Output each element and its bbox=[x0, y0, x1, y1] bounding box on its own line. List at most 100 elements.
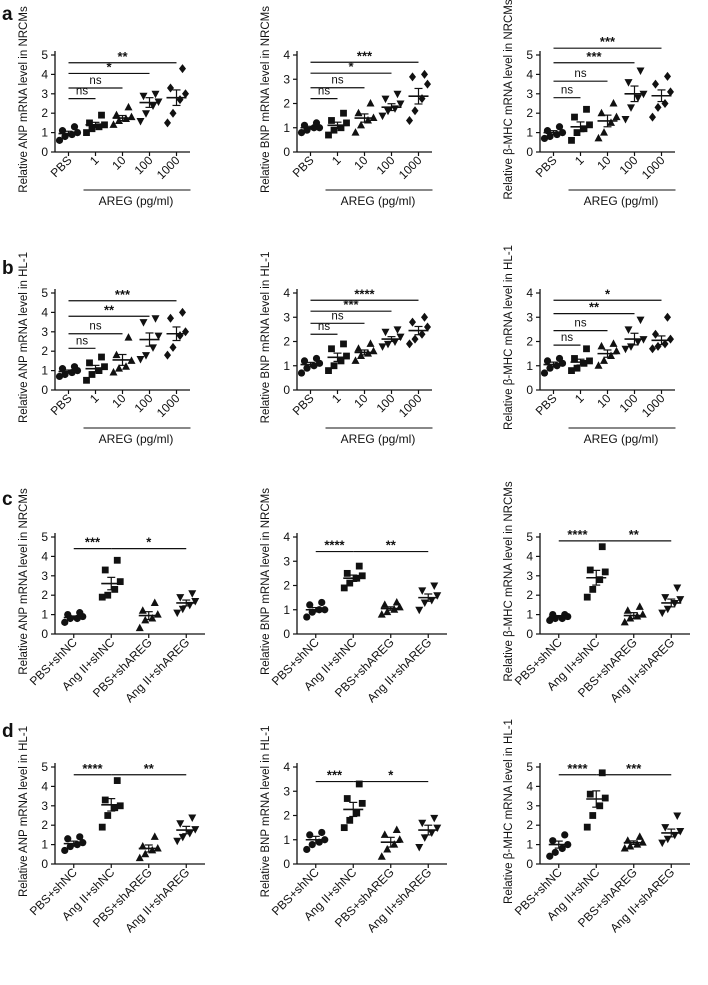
x-tick-label: 10 bbox=[109, 153, 129, 173]
data-point bbox=[330, 126, 338, 134]
data-point bbox=[179, 307, 186, 317]
panel-label-d: d bbox=[2, 721, 14, 742]
data-point bbox=[135, 623, 144, 632]
data-point bbox=[393, 326, 402, 334]
data-point bbox=[164, 118, 171, 128]
data-point bbox=[325, 367, 332, 374]
y-tick-label: 0 bbox=[41, 857, 48, 871]
data-point bbox=[70, 363, 79, 371]
significance-label: ns bbox=[76, 335, 88, 347]
data-point bbox=[149, 344, 157, 352]
y-tick-label: 0 bbox=[41, 145, 48, 159]
data-point bbox=[661, 594, 670, 602]
data-point bbox=[111, 804, 119, 812]
data-point bbox=[176, 594, 185, 602]
significance-label: *** bbox=[586, 49, 602, 64]
data-point bbox=[620, 617, 629, 626]
x-tick-label: 100 bbox=[132, 391, 156, 415]
chart-2: 0 1 2 3 4 5 Relative β-MHC mRNA level in NRCMs… bbox=[503, 0, 676, 208]
data-point bbox=[594, 133, 603, 142]
data-point bbox=[540, 134, 549, 143]
significance-label: ** bbox=[104, 302, 115, 317]
data-point bbox=[658, 609, 667, 618]
data-point bbox=[624, 79, 633, 87]
x-tick-label: Ang II+shAREG bbox=[607, 635, 677, 705]
data-point bbox=[150, 598, 159, 606]
data-point bbox=[598, 543, 606, 551]
data-point bbox=[383, 844, 392, 853]
data-point bbox=[663, 835, 672, 844]
data-point bbox=[586, 357, 593, 365]
data-point bbox=[589, 585, 597, 593]
data-point bbox=[139, 319, 148, 327]
data-point bbox=[346, 579, 354, 587]
data-point bbox=[76, 609, 84, 617]
data-point bbox=[601, 794, 609, 802]
data-point bbox=[540, 369, 549, 377]
data-point bbox=[586, 566, 594, 574]
data-point bbox=[381, 95, 390, 104]
data-point bbox=[430, 582, 439, 590]
y-tick-label: 2 bbox=[526, 335, 533, 349]
y-tick-label: 3 bbox=[526, 87, 533, 101]
y-axis-label: Relative BNP mRNA level in HL-1 bbox=[260, 726, 272, 898]
data-point bbox=[101, 363, 108, 371]
data-point bbox=[600, 128, 608, 136]
x-tick-label: 1000 bbox=[639, 391, 668, 420]
x-tick-label: 1000 bbox=[154, 391, 183, 420]
x-tick-label: 10 bbox=[594, 391, 614, 411]
significance-label: ** bbox=[117, 49, 128, 64]
data-point bbox=[392, 597, 401, 606]
data-point bbox=[355, 780, 363, 788]
y-tick-label: 4 bbox=[526, 549, 533, 563]
data-point bbox=[649, 112, 656, 122]
data-point bbox=[64, 611, 72, 619]
y-tick-label: 1 bbox=[41, 364, 48, 378]
data-point bbox=[654, 341, 662, 351]
y-tick-label: 4 bbox=[41, 305, 48, 319]
x-tick-label: PBS bbox=[48, 391, 75, 418]
y-tick-label: 3 bbox=[283, 72, 290, 86]
y-tick-label: 1 bbox=[283, 359, 290, 373]
significance-label: ** bbox=[629, 527, 640, 542]
data-point bbox=[596, 802, 604, 810]
data-point bbox=[661, 824, 670, 832]
data-point bbox=[300, 357, 309, 365]
data-point bbox=[433, 592, 442, 600]
data-point bbox=[676, 596, 685, 604]
data-point bbox=[597, 341, 606, 350]
data-point bbox=[673, 812, 682, 820]
data-point bbox=[620, 843, 629, 852]
data-point bbox=[673, 584, 682, 592]
y-tick-label: 1 bbox=[283, 833, 290, 847]
y-tick-label: 4 bbox=[526, 779, 533, 793]
y-tick-label: 2 bbox=[283, 97, 290, 111]
data-point bbox=[390, 840, 399, 848]
data-point bbox=[636, 316, 645, 325]
y-tick-label: 4 bbox=[526, 67, 533, 81]
significance-label: *** bbox=[115, 287, 131, 302]
data-point bbox=[406, 339, 413, 349]
data-point bbox=[113, 777, 121, 784]
data-point bbox=[343, 569, 351, 577]
data-point bbox=[409, 317, 416, 327]
data-point bbox=[378, 343, 387, 351]
data-point bbox=[354, 108, 363, 117]
data-point bbox=[306, 831, 314, 839]
x-tick-label: PBS bbox=[290, 153, 317, 180]
data-point bbox=[597, 108, 606, 117]
panel-label-b: b bbox=[2, 258, 14, 279]
data-point bbox=[328, 345, 335, 353]
data-point bbox=[406, 115, 413, 125]
x-tick-label: 1 bbox=[572, 153, 587, 168]
significance-label: *** bbox=[600, 34, 616, 49]
significance-label: ** bbox=[386, 538, 397, 553]
y-axis-label: Relative BNP mRNA level in HL-1 bbox=[260, 252, 272, 424]
data-point bbox=[652, 79, 659, 89]
x-tick-label: PBS bbox=[290, 391, 317, 418]
data-point bbox=[178, 605, 187, 614]
data-point bbox=[583, 593, 591, 601]
data-point bbox=[142, 352, 150, 360]
